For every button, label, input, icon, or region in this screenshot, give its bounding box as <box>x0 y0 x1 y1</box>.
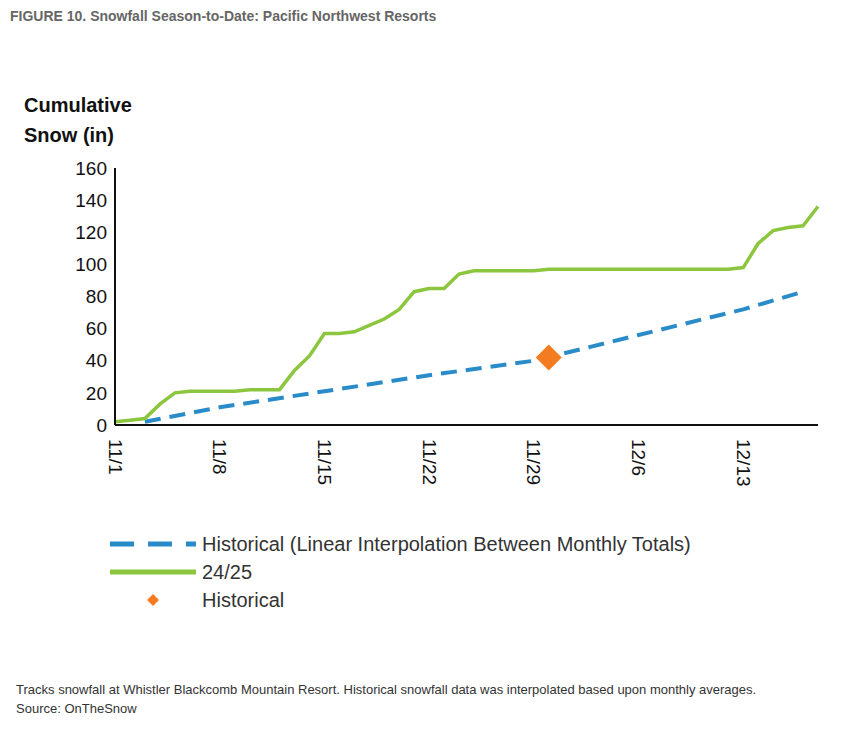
svg-text:11/8: 11/8 <box>209 439 230 475</box>
svg-text:80: 80 <box>86 286 107 307</box>
html-text:Source: OnTheSnow: Source: OnTheSnow <box>16 701 137 716</box>
svg-text:11/22: 11/22 <box>419 439 440 485</box>
svg-text:160: 160 <box>75 158 107 179</box>
svg-text:11/15: 11/15 <box>314 439 335 485</box>
svg-text:60: 60 <box>86 318 107 339</box>
html-text:24/25: 24/25 <box>202 560 253 583</box>
html-text:Tracks snowfall at Whistler Bl: Tracks snowfall at Whistler Blackcomb Mo… <box>16 682 757 697</box>
svg-text:140: 140 <box>75 190 107 211</box>
svg-text:120: 120 <box>75 222 107 243</box>
html-text:Cumulative Snow (in): Cumulative Snow (in) <box>24 94 132 146</box>
svg-text:11/1: 11/1 <box>105 439 126 475</box>
svg-text:0: 0 <box>96 415 107 436</box>
html-text:FIGURE 10. Snowfall Season-to-: FIGURE 10. Snowfall Season-to-Date: Paci… <box>10 8 437 24</box>
html-text:Historical: Historical <box>202 588 285 611</box>
svg-text:100: 100 <box>75 254 107 275</box>
svg-text:11/29: 11/29 <box>523 439 544 485</box>
svg-text:20: 20 <box>86 383 107 404</box>
svg-text:40: 40 <box>86 350 107 371</box>
svg-text:12/6: 12/6 <box>628 439 649 476</box>
html-text:Historical (Linear Interpolati: Historical (Linear Interpolation Between… <box>202 532 691 555</box>
svg-text:12/13: 12/13 <box>733 439 754 487</box>
